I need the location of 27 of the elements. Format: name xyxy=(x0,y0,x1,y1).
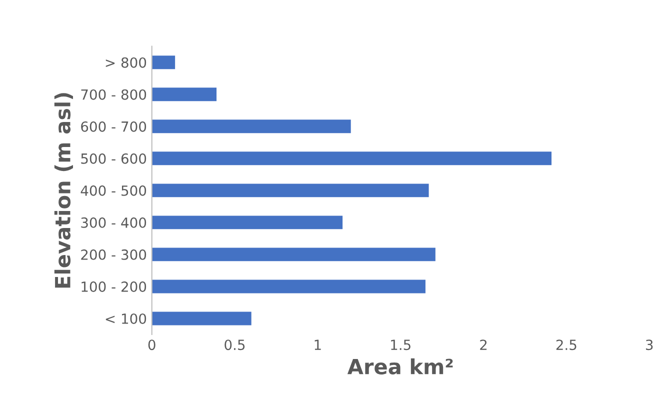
y-tick-label: > 800 xyxy=(106,57,146,68)
x-tick-label: 1.5 xyxy=(391,340,410,350)
bar xyxy=(152,312,252,326)
x-tick-label: 0.5 xyxy=(224,340,245,350)
y-tick-label: 700 - 800 xyxy=(81,89,146,100)
bar xyxy=(152,184,429,198)
x-axis-title: Area km² xyxy=(347,358,453,374)
x-tick-label: 0 xyxy=(148,340,156,350)
x-tick-label: 2 xyxy=(480,340,487,350)
bar xyxy=(152,280,426,294)
bar xyxy=(152,88,217,102)
y-axis-title: Elevation (m asl) xyxy=(54,93,73,288)
x-tick-label: 2.5 xyxy=(556,340,576,350)
y-tick-label: < 100 xyxy=(106,313,146,324)
bar xyxy=(152,216,343,230)
x-tick-label: 3 xyxy=(646,340,653,350)
y-tick-label: 500 - 600 xyxy=(81,153,146,164)
bar xyxy=(152,152,552,166)
x-tick-label: 1 xyxy=(314,340,321,350)
y-tick-label: 100 - 200 xyxy=(82,281,146,292)
bar xyxy=(152,120,351,134)
y-tick-label: 300 - 400 xyxy=(81,217,146,228)
y-tick-label: 400 - 500 xyxy=(80,185,146,196)
bar xyxy=(152,248,436,262)
bar xyxy=(152,56,176,70)
y-tick-label: 200 - 300 xyxy=(81,249,146,260)
y-tick-label: 600 - 700 xyxy=(81,121,146,132)
